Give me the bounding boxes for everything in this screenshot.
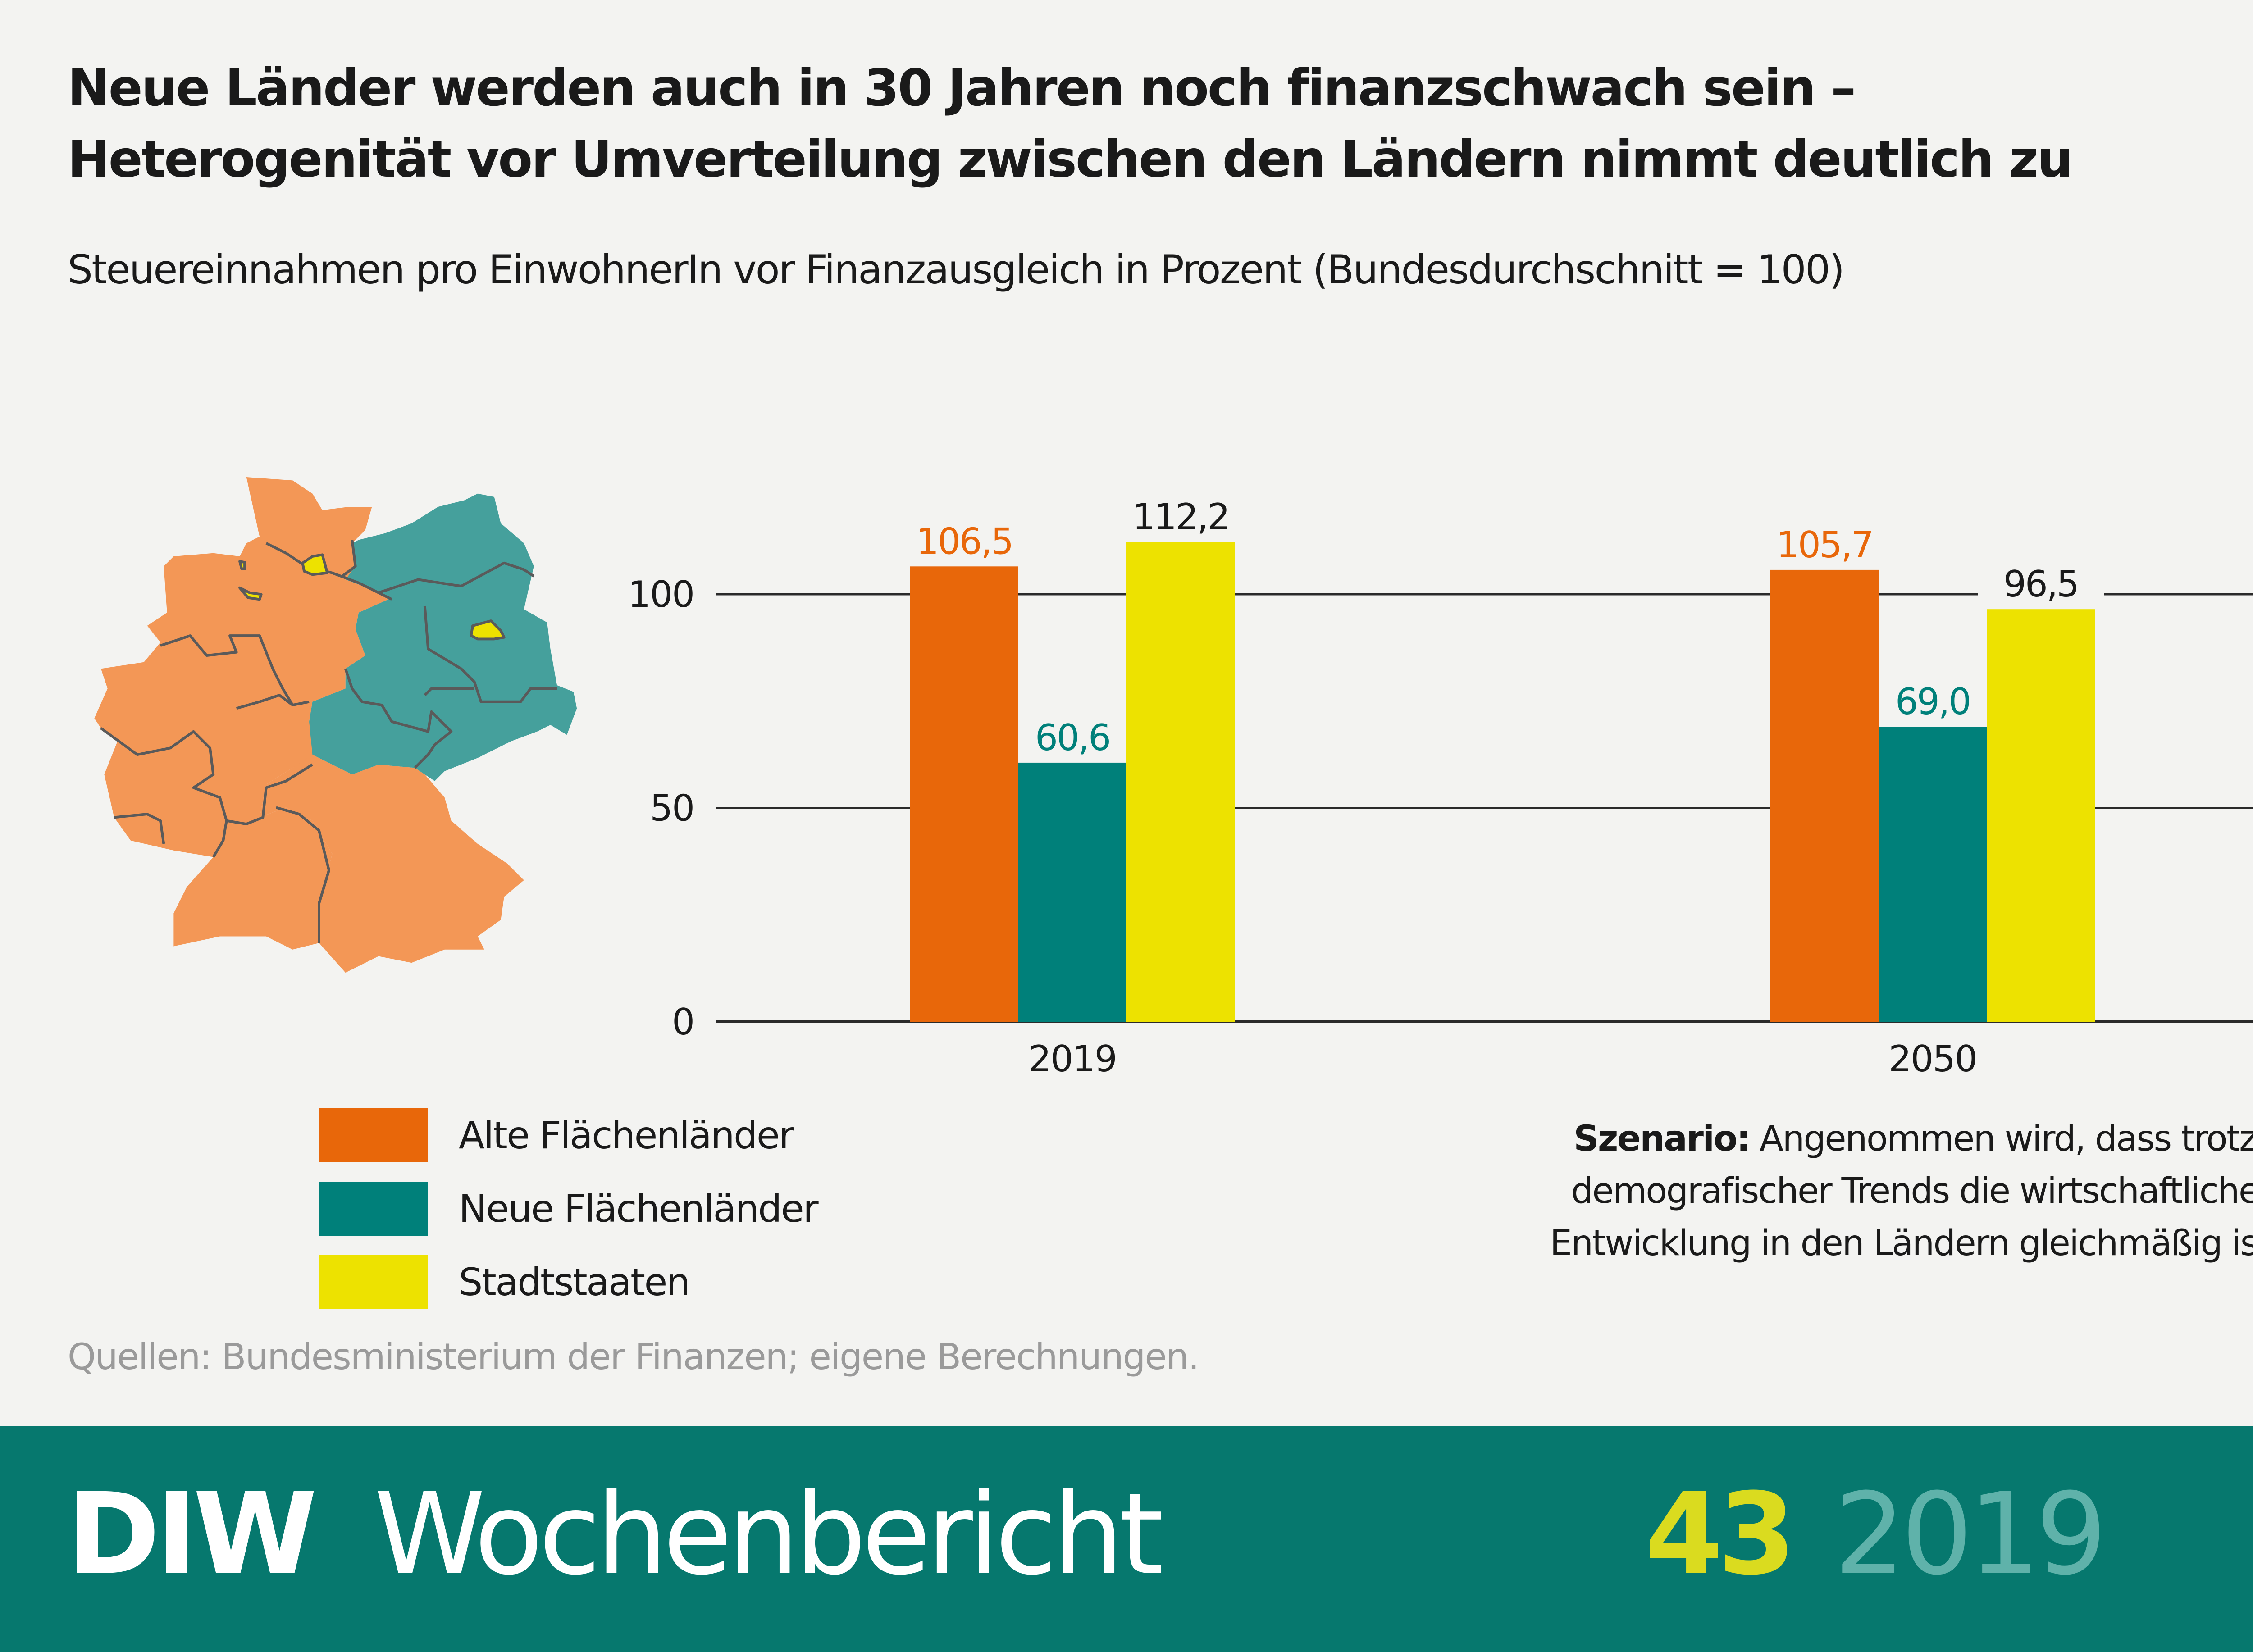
bar-stadtstaaten: [1987, 609, 2095, 1022]
bars: [910, 542, 2095, 1022]
scenario-note-1: Szenario: Angenommen wird, dass trotz de…: [1487, 1113, 2253, 1270]
y-tick-label: 100: [628, 573, 694, 615]
germany-map: [94, 477, 577, 973]
legend-label-alte: Alte Flächenländer: [459, 1113, 794, 1157]
value-label: 106,5: [916, 520, 1012, 562]
legend-label-neue: Neue Flächenländer: [459, 1187, 819, 1231]
footer-band: DIW Wochenbericht 43 2019 DIW BERLIN: [0, 1426, 2253, 1652]
issue-year: 2019: [1834, 1469, 2107, 1600]
map-hamburg: [301, 553, 329, 576]
map-bremerhaven: [238, 560, 246, 570]
x-category-label: 2019: [1028, 1038, 1117, 1080]
label-knockout: [1117, 498, 1244, 537]
scenario-note-1-line-2: demografischer Trends die wirtschaftlich…: [1571, 1171, 2253, 1211]
brand-wochenbericht: Wochenbericht: [374, 1469, 1163, 1600]
scenario-note-1-line-3: Entwicklung in den Ländern gleichmäßig i…: [1550, 1223, 2253, 1264]
axis: 050100201920502050: [628, 573, 1978, 1080]
legend-swatch-alte: [319, 1108, 428, 1162]
bar-alte-flächenländer: [910, 566, 1018, 1022]
brand-diw: DIW: [67, 1469, 317, 1600]
legend-swatch-stadt: [319, 1255, 428, 1309]
legend-item-neue: Neue Flächenländer: [319, 1182, 819, 1238]
map-region-alte-south: [260, 755, 524, 973]
chart-subtitle: Steuereinnahmen pro EinwohnerIn vor Fina…: [68, 246, 1845, 293]
map-bremen: [238, 586, 263, 601]
value-label: 96,5: [2003, 563, 2078, 605]
value-label: 60,6: [1035, 717, 1110, 759]
y-tick-label: 0: [672, 1001, 694, 1043]
bar-neue-flächenländer: [1879, 727, 1987, 1022]
scenario-note-1-bold: Szenario:: [1573, 1119, 1751, 1159]
bar-alte-flächenländer: [1770, 569, 1879, 1022]
y-tick-label: 50: [650, 787, 694, 829]
bar-stadtstaaten: [1126, 542, 1235, 1022]
value-label: 105,7: [1776, 524, 1873, 566]
issue-number: 43: [1645, 1469, 1796, 1600]
label-knockout: [1978, 565, 2104, 604]
legend-swatch-neue: [319, 1182, 428, 1236]
map-berlin: [470, 619, 506, 641]
value-label: 69,0: [1895, 681, 1970, 723]
map-region-alte-north: [94, 477, 389, 950]
x-category-label: 2050: [1888, 1038, 1977, 1080]
legend-item-stadt: Stadtstaaten: [319, 1255, 770, 1312]
scenario-note-1-line-1: Angenommen wird, dass trotz: [1749, 1119, 2253, 1159]
source-note: Quellen: Bundesministerium der Finanzen;…: [68, 1336, 1199, 1378]
value-label: 112,2: [1132, 496, 1229, 538]
bar-neue-flächenländer: [1018, 762, 1126, 1022]
chart-title-line-1: Neue Länder werden auch in 30 Jahren noc…: [68, 59, 1856, 118]
legend-label-stadt: Stadtstaaten: [459, 1260, 690, 1304]
legend-item-alte: Alte Flächenländer: [319, 1108, 794, 1165]
chart-title-line-2: Heterogenität vor Umverteilung zwischen …: [68, 130, 2073, 189]
